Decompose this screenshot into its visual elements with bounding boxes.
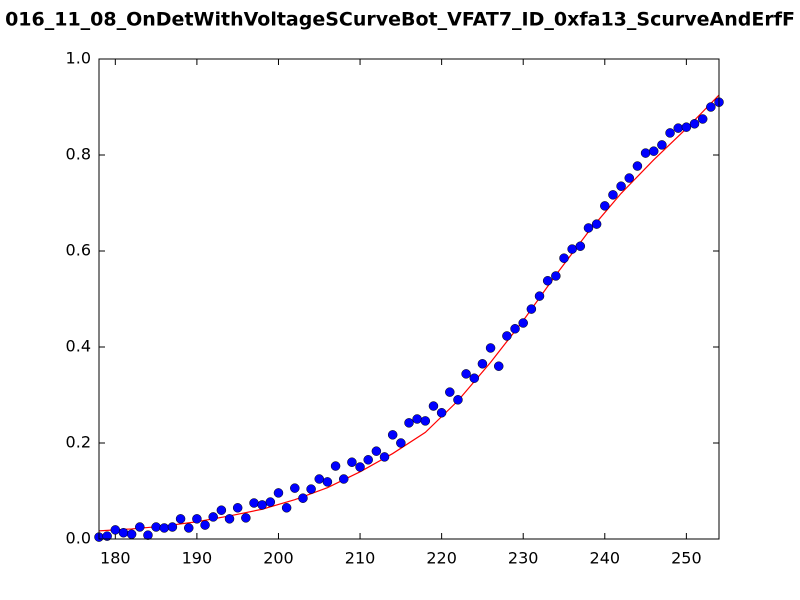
data-point	[314, 474, 325, 484]
y-tick-label: 0.2	[66, 433, 91, 452]
data-point	[477, 359, 488, 369]
data-point	[502, 331, 512, 341]
data-point	[461, 369, 471, 379]
data-point	[567, 244, 577, 254]
data-point	[445, 387, 455, 397]
y-tick-label: 1.0	[66, 49, 91, 68]
data-point	[281, 503, 292, 513]
data-point	[583, 223, 594, 233]
data-point	[412, 414, 422, 424]
data-point	[347, 457, 357, 467]
data-point	[632, 161, 643, 171]
data-point	[673, 123, 683, 133]
data-point	[493, 361, 504, 371]
data-point	[600, 201, 610, 211]
data-point	[526, 304, 537, 314]
data-point	[640, 148, 651, 158]
data-point	[216, 505, 227, 515]
data-point	[249, 498, 259, 508]
y-tick-label: 0.6	[66, 241, 91, 260]
data-point	[322, 477, 333, 487]
data-point	[330, 461, 341, 471]
data-point	[575, 241, 586, 251]
data-point	[200, 520, 210, 530]
data-point	[306, 484, 316, 494]
data-point	[689, 119, 700, 129]
data-point	[665, 128, 675, 138]
y-tick-label: 0.8	[66, 145, 91, 164]
data-point	[657, 140, 667, 150]
x-tick-label: 180	[100, 549, 131, 568]
fit-line	[99, 94, 719, 532]
y-tick-label: 0.4	[66, 337, 91, 356]
data-point	[681, 122, 692, 132]
data-point	[534, 291, 545, 301]
x-tick-label: 230	[508, 549, 539, 568]
data-point	[363, 455, 373, 465]
data-point	[453, 395, 463, 405]
data-point	[241, 513, 251, 523]
data-point	[175, 514, 186, 524]
data-point	[616, 181, 626, 191]
data-point	[151, 522, 161, 532]
data-point	[208, 512, 218, 522]
data-point	[110, 525, 121, 535]
data-point	[396, 438, 406, 448]
data-point	[518, 318, 528, 328]
plot-frame	[98, 58, 720, 540]
data-point	[257, 500, 267, 510]
data-point	[648, 146, 659, 156]
data-point	[273, 488, 284, 498]
data-point	[183, 523, 194, 533]
data-point	[143, 530, 153, 540]
x-tick-label: 200	[263, 549, 294, 568]
data-point	[135, 522, 145, 532]
data-point	[265, 497, 276, 507]
data-point	[404, 418, 414, 428]
data-point	[355, 462, 365, 472]
data-point	[542, 276, 553, 286]
chart-title: 016_11_08_OnDetWithVoltageSCurveBot_VFAT…	[5, 9, 795, 31]
data-point	[102, 531, 112, 541]
y-tick-label: 0.0	[66, 529, 91, 548]
data-point	[436, 408, 447, 418]
data-point	[697, 114, 708, 124]
data-point	[624, 173, 635, 183]
data-point	[232, 503, 243, 513]
data-point	[420, 416, 431, 426]
data-point	[379, 452, 390, 462]
data-point	[371, 446, 382, 456]
data-point	[159, 523, 170, 533]
data-point	[126, 529, 137, 539]
x-tick-label: 210	[345, 549, 376, 568]
data-point	[224, 514, 235, 524]
x-tick-label: 190	[182, 549, 213, 568]
data-point	[510, 324, 520, 334]
data-point	[338, 474, 349, 484]
data-point	[559, 253, 569, 263]
data-point	[167, 522, 178, 532]
data-point	[290, 483, 300, 493]
data-point	[428, 401, 439, 411]
data-point	[298, 493, 308, 503]
data-point	[387, 430, 398, 440]
x-tick-label: 220	[426, 549, 457, 568]
x-tick-label: 250	[671, 549, 702, 568]
data-point	[192, 514, 202, 524]
data-point	[591, 219, 602, 229]
data-point	[118, 528, 129, 538]
data-point	[469, 373, 480, 383]
data-point	[608, 190, 618, 200]
x-tick-label: 240	[590, 549, 621, 568]
data-point	[485, 343, 496, 353]
data-point	[551, 271, 561, 281]
data-point	[706, 102, 716, 112]
